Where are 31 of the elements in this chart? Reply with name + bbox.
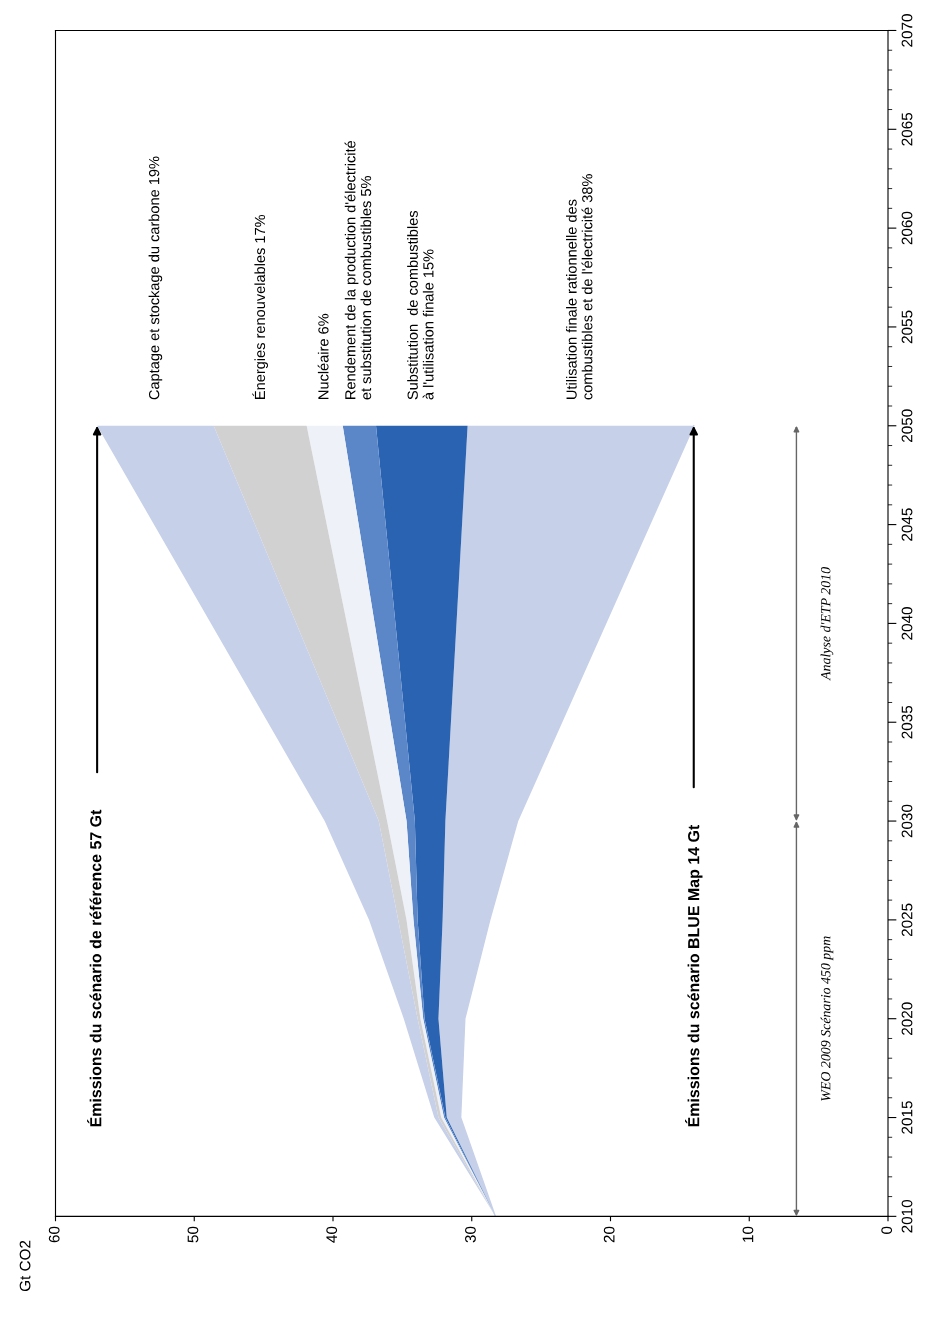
y-tick-label: 2025 (901, 903, 913, 937)
x-tick-label: 0 (881, 1226, 893, 1234)
y-tick-label: 2015 (901, 1101, 913, 1134)
text: Nucléaire 6% (317, 313, 329, 399)
annotation: Émissions du scénario BLUE Map 14 Gt (685, 824, 703, 1127)
text: Rendement de la production d'électricité et substitution de combustibles 5% (344, 140, 372, 400)
y-tick-label: 2010 (901, 1199, 913, 1233)
y-tick-label: 2035 (901, 705, 913, 739)
annotation: WEO 2009 Scénario 450 ppm (820, 936, 834, 1101)
y-tick-label: 2050 (901, 409, 913, 442)
annotation: Analyse d'ETP 2010 (820, 567, 834, 681)
x-tick-label: 40 (326, 1226, 338, 1243)
text: Substitution de combustibles à l'utilisation finale 15% (407, 210, 434, 400)
x-tick-label: 50 (187, 1226, 199, 1243)
y-tick-label: 2045 (901, 508, 913, 541)
y-tick-label: 2070 (901, 14, 913, 47)
text: Utilisation finale rationnelle des combustibles et de l'électricité 38% (566, 174, 593, 400)
y-tick-label: 2055 (901, 310, 913, 344)
y-tick-label: 2040 (901, 607, 913, 640)
x-tick-label: 10 (742, 1226, 754, 1242)
x-tick-label: 30 (465, 1226, 476, 1243)
y-tick-label: 2065 (901, 112, 913, 146)
text: Énergies renouvelables 17% (252, 214, 268, 399)
y-tick-label: 2060 (901, 211, 913, 245)
annotation: Émissions du scénario de référence 57 Gt (87, 809, 102, 1127)
y-axis-title: Gt CO2 (19, 1240, 31, 1292)
x-tick-label: 20 (603, 1226, 615, 1243)
text: Captage et stockage du carbone 19% (148, 156, 163, 400)
x-tick-label: 60 (48, 1226, 60, 1243)
y-tick-label: 2020 (901, 1002, 913, 1035)
y-tick-label: 2030 (901, 804, 913, 838)
